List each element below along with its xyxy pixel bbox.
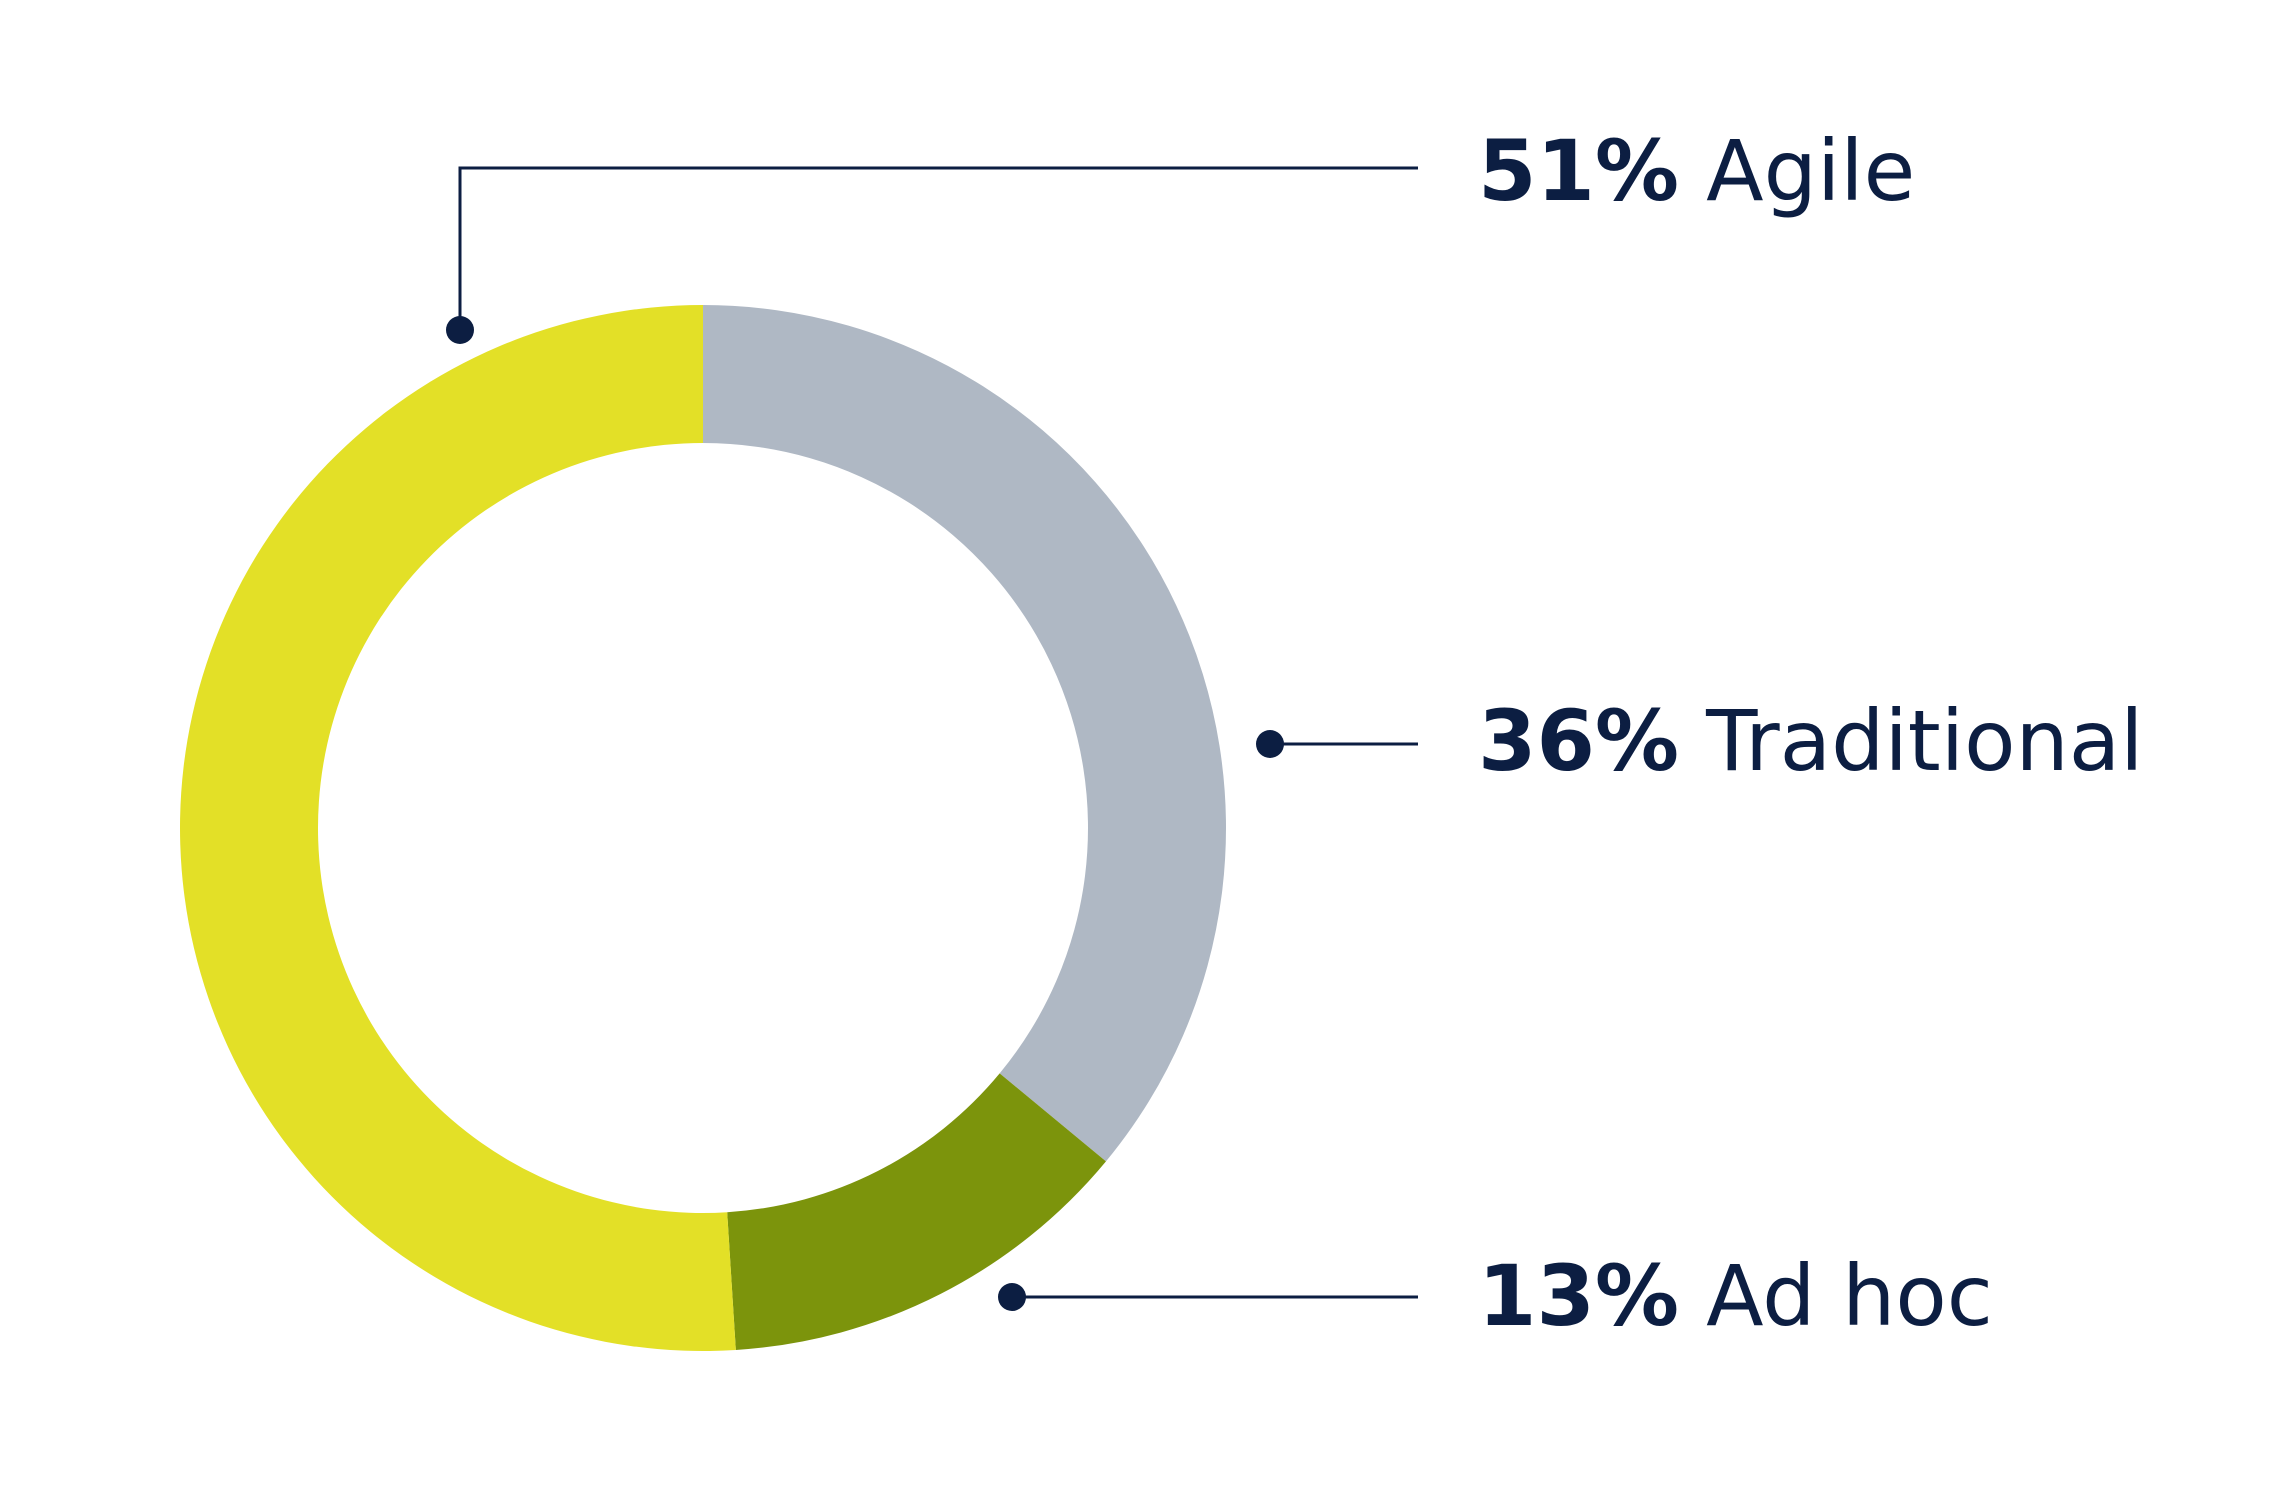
label-agile: 51% Agile	[1478, 122, 1915, 220]
slice-traditional	[703, 305, 1226, 1162]
leader-dot-ad-hoc	[998, 1283, 1026, 1311]
label-traditional: 36% Traditional	[1478, 692, 2144, 790]
label-ad-hoc: 13% Ad hoc	[1478, 1247, 1993, 1345]
label-agile-value: 51%	[1478, 122, 1679, 220]
leader-line-agile	[458, 166, 1418, 330]
label-traditional-value: 36%	[1478, 692, 1679, 790]
label-traditional-name: Traditional	[1705, 692, 2143, 790]
slice-agile	[180, 305, 736, 1351]
label-agile-name: Agile	[1706, 122, 1915, 220]
slice-ad-hoc	[727, 1073, 1106, 1350]
leader-dot-traditional	[1256, 730, 1284, 758]
label-ad-hoc-value: 13%	[1478, 1247, 1679, 1345]
label-ad-hoc-name: Ad hoc	[1706, 1247, 1993, 1345]
leader-lines	[446, 166, 1418, 1311]
donut-slices	[180, 305, 1226, 1351]
leader-dot-agile	[446, 316, 474, 344]
